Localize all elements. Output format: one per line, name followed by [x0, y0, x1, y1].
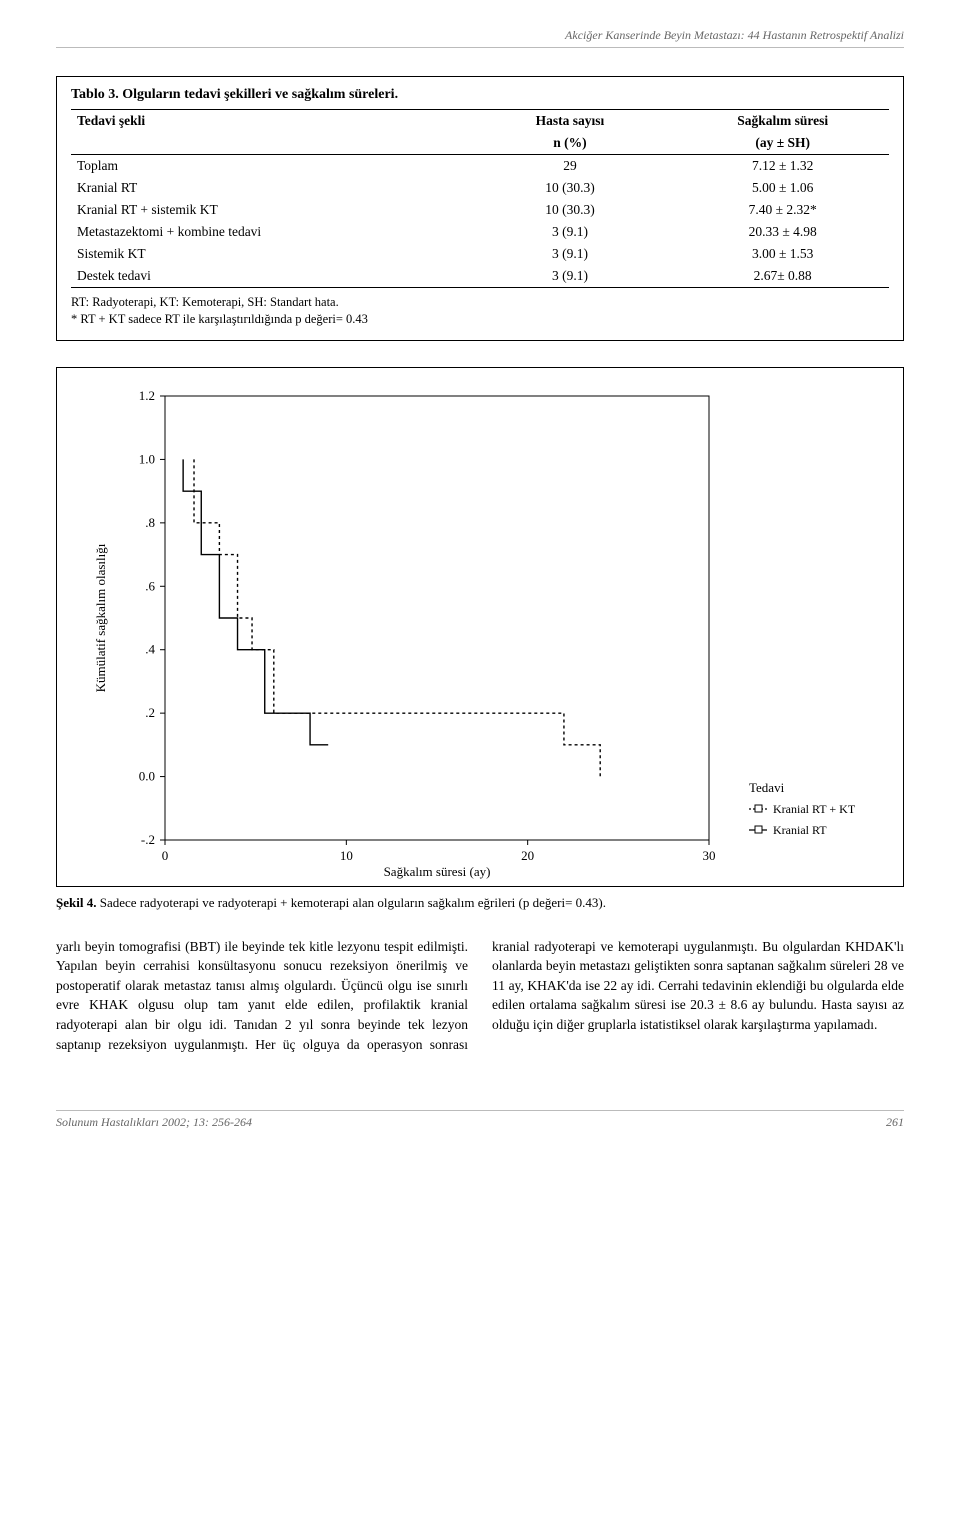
- footer-page: 261: [886, 1115, 904, 1130]
- table-cell: 3 (9.1): [464, 221, 677, 243]
- svg-text:0.0: 0.0: [139, 768, 155, 783]
- legend-label: Kranial RT: [773, 823, 827, 838]
- legend-marker: [749, 824, 767, 836]
- th-col3-top: Sağkalım süresi: [676, 110, 889, 133]
- table-cell: 3 (9.1): [464, 243, 677, 265]
- table3-body: Toplam297.12 ± 1.32Kranial RT10 (30.3)5.…: [71, 155, 889, 288]
- figure4-caption-label: Şekil 4.: [56, 895, 96, 910]
- figure4-caption-text: Sadece radyoterapi ve radyoterapi + kemo…: [100, 895, 606, 910]
- svg-text:0: 0: [162, 848, 169, 863]
- svg-text:20: 20: [521, 848, 534, 863]
- th-col2-bot: n (%): [464, 132, 677, 155]
- table-cell: 5.00 ± 1.06: [676, 177, 889, 199]
- body-text: yarlı beyin tomografisi (BBT) ile beyind…: [56, 937, 904, 1054]
- figure4-legend: Tedavi Kranial RT + KT Kranial RT: [749, 380, 889, 880]
- svg-text:.2: .2: [145, 705, 155, 720]
- footnote-line1: RT: Radyoterapi, KT: Kemoterapi, SH: Sta…: [71, 294, 889, 311]
- legend-item: Kranial RT: [749, 823, 889, 838]
- svg-text:-.2: -.2: [141, 832, 155, 847]
- table-cell: Kranial RT + sistemik KT: [71, 199, 464, 221]
- svg-text:.6: .6: [145, 578, 155, 593]
- table-cell: Destek tedavi: [71, 265, 464, 288]
- page-footer: Solunum Hastalıkları 2002; 13: 256-264 2…: [56, 1110, 904, 1130]
- th-col2-top: Hasta sayısı: [464, 110, 677, 133]
- svg-text:.4: .4: [145, 641, 155, 656]
- table3-caption: Tablo 3. Olguların tedavi şekilleri ve s…: [71, 87, 889, 103]
- th-col1: Tedavi şekli: [71, 110, 464, 155]
- table-cell: 7.40 ± 2.32*: [676, 199, 889, 221]
- table-cell: 10 (30.3): [464, 199, 677, 221]
- svg-text:Kümülatif sağkalım olasılığı: Kümülatif sağkalım olasılığı: [93, 543, 108, 692]
- table-cell: 2.67± 0.88: [676, 265, 889, 288]
- body-col-left: yarlı beyin tomografisi (BBT) ile beyind…: [56, 939, 468, 1052]
- legend-label: Kranial RT + KT: [773, 802, 855, 817]
- table-cell: 29: [464, 155, 677, 178]
- legend-item: Kranial RT + KT: [749, 802, 889, 817]
- table3-container: Tablo 3. Olguların tedavi şekilleri ve s…: [56, 76, 904, 341]
- table-row: Destek tedavi3 (9.1)2.67± 0.88: [71, 265, 889, 288]
- table-row: Toplam297.12 ± 1.32: [71, 155, 889, 178]
- table-cell: Kranial RT: [71, 177, 464, 199]
- svg-text:1.0: 1.0: [139, 451, 155, 466]
- table-cell: 3.00 ± 1.53: [676, 243, 889, 265]
- table-row: Kranial RT + sistemik KT10 (30.3)7.40 ± …: [71, 199, 889, 221]
- table-cell: Toplam: [71, 155, 464, 178]
- running-head: Akciğer Kanserinde Beyin Metastazı: 44 H…: [56, 28, 904, 48]
- table-row: Kranial RT10 (30.3)5.00 ± 1.06: [71, 177, 889, 199]
- figure4-container: 1.2 1.0 .8 .6 .4 .2 0.0 -.2 0 10 20 30 Sağkalım süre…: [56, 367, 904, 887]
- table-cell: 10 (30.3): [464, 177, 677, 199]
- table3-footnotes: RT: Radyoterapi, KT: Kemoterapi, SH: Sta…: [71, 294, 889, 328]
- figure4-chart: 1.2 1.0 .8 .6 .4 .2 0.0 -.2 0 10 20 30 Sağkalım süre…: [71, 380, 739, 880]
- legend-title: Tedavi: [749, 780, 889, 796]
- th-col3-bot: (ay ± SH): [676, 132, 889, 155]
- legend-marker: [749, 803, 767, 815]
- footer-journal: Solunum Hastalıkları 2002; 13: 256-264: [56, 1115, 252, 1130]
- svg-text:1.2: 1.2: [139, 388, 155, 403]
- table-cell: Sistemik KT: [71, 243, 464, 265]
- svg-text:10: 10: [340, 848, 353, 863]
- svg-text:.8: .8: [145, 515, 155, 530]
- table-row: Sistemik KT3 (9.1)3.00 ± 1.53: [71, 243, 889, 265]
- table3: Tedavi şekli Hasta sayısı Sağkalım süres…: [71, 109, 889, 288]
- table-row: Metastazektomi + kombine tedavi3 (9.1)20…: [71, 221, 889, 243]
- table-cell: 7.12 ± 1.32: [676, 155, 889, 178]
- svg-text:30: 30: [703, 848, 716, 863]
- table-cell: Metastazektomi + kombine tedavi: [71, 221, 464, 243]
- footnote-line2: * RT + KT sadece RT ile karşılaştırıldığ…: [71, 311, 889, 328]
- figure4-caption: Şekil 4. Sadece radyoterapi ve radyotera…: [56, 895, 904, 911]
- body-col-right: olguya da operasyon sonrası kranial rady…: [303, 939, 904, 1052]
- table-cell: 20.33 ± 4.98: [676, 221, 889, 243]
- table-cell: 3 (9.1): [464, 265, 677, 288]
- svg-text:Sağkalım süresi (ay): Sağkalım süresi (ay): [384, 864, 491, 879]
